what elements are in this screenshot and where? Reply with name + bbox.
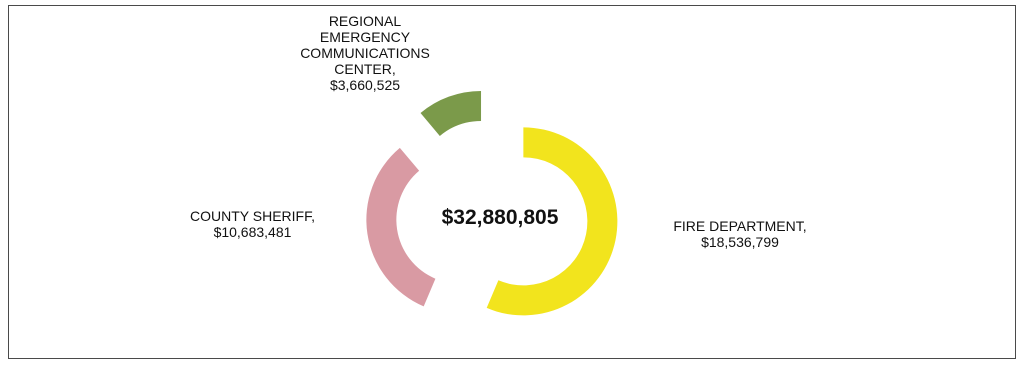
slice-label-regional-emergency-communications-center: REGIONAL EMERGENCY COMMUNICATIONS CENTER…	[280, 13, 450, 93]
slice-label-county-sheriff: COUNTY SHERIFF, $10,683,481	[170, 208, 335, 240]
slice-label-fire-name: FIRE DEPARTMENT,	[673, 218, 807, 234]
slice-label-sheriff-value: $10,683,481	[213, 224, 292, 240]
slice-label-fire-value: $18,536,799	[701, 234, 779, 250]
slice-label-rec-value: $3,660,525	[329, 77, 401, 93]
slice-regional-emergency-communications-center	[420, 90, 482, 136]
slice-label-fire-department: FIRE DEPARTMENT, $18,536,799	[640, 218, 840, 250]
slice-label-rec-name: REGIONAL EMERGENCY COMMUNICATIONS CENTER…	[300, 13, 430, 77]
donut-slices	[366, 90, 618, 316]
slice-label-sheriff-name: COUNTY SHERIFF,	[190, 208, 315, 224]
donut-center-total: $32,880,805	[441, 206, 559, 229]
slice-county-sheriff	[366, 147, 436, 307]
slice-fire-department	[486, 127, 618, 316]
